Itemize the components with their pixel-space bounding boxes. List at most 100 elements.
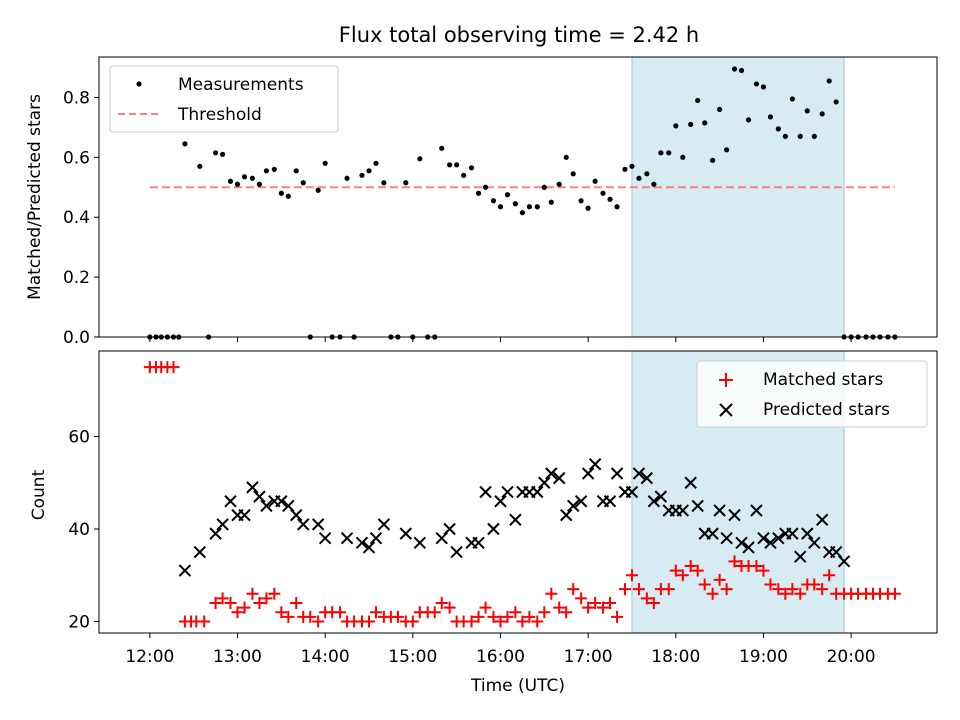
legend-predicted-label: Predicted stars (763, 400, 890, 420)
measurement-point (263, 168, 270, 174)
predicted-star-point (574, 495, 588, 508)
matched-star-point (786, 583, 799, 596)
matched-star-point (669, 564, 682, 577)
matched-star-point (750, 559, 763, 572)
matched-star-point (479, 601, 492, 614)
matched-star-point (443, 601, 456, 614)
predicted-star-point (691, 499, 704, 513)
measurement-point (666, 150, 672, 156)
measurement-point (592, 178, 598, 184)
measurement-point (241, 174, 248, 180)
matched-star-point (435, 596, 448, 609)
predicted-star-point (654, 490, 668, 503)
predicted-star-point (399, 527, 413, 540)
predicted-stars-points (178, 458, 851, 577)
matched-star-point (167, 361, 180, 374)
matched-star-point (772, 583, 785, 596)
matched-star-point (538, 606, 551, 619)
predicted-star-point (684, 476, 697, 489)
measurement-point (285, 193, 291, 199)
top-y-ticks: 0.0 0.2 0.4 0.6 0.8 (63, 88, 99, 348)
matched-star-point (304, 610, 317, 623)
measurement-point (359, 172, 365, 178)
predicted-star-point (443, 522, 456, 536)
matched-star-point (216, 592, 229, 605)
matched-star-point (553, 601, 566, 614)
top-panel: 0.0 0.2 0.4 0.6 0.8 Flux total observing tim… (25, 23, 938, 348)
matched-star-point (662, 583, 675, 596)
measurement-point (731, 66, 738, 72)
predicted-star-point (742, 541, 755, 554)
x-tick-label: 14:00 (301, 647, 350, 667)
measurement-point (629, 163, 635, 169)
measurement-point (366, 168, 372, 174)
top-y-axis-label: Matched/Predicted stars (25, 94, 45, 300)
predicted-star-point (246, 481, 259, 494)
predicted-star-point (837, 555, 851, 568)
predicted-star-point (531, 485, 544, 499)
predicted-star-point (772, 532, 785, 545)
measurement-point (439, 145, 445, 151)
measurement-point (344, 175, 350, 181)
bottom-y-tick-label: 20 (68, 612, 90, 632)
matched-star-point (198, 615, 211, 628)
legend-measurements-marker (136, 81, 142, 87)
matched-star-point (224, 596, 237, 609)
matched-star-point (209, 596, 222, 609)
measurement-point (497, 204, 504, 210)
measurement-point (417, 156, 423, 162)
matched-star-point (238, 601, 251, 614)
measurement-point (753, 81, 760, 87)
predicted-star-point (260, 499, 273, 513)
matched-star-point (501, 610, 514, 623)
matched-star-point (625, 569, 638, 582)
measurement-point (373, 160, 379, 166)
top-y-tick-label: 0.8 (63, 88, 90, 108)
predicted-star-point (450, 545, 463, 559)
predicted-star-point (377, 518, 391, 531)
measurement-point (490, 198, 497, 204)
predicted-star-point (238, 508, 251, 522)
measurement-point (658, 150, 664, 156)
predicted-star-point (494, 495, 507, 508)
matched-star-point (545, 587, 558, 600)
top-y-tick-label: 0.4 (63, 208, 90, 228)
matched-star-point (611, 610, 624, 623)
predicted-star-point (794, 550, 807, 563)
matched-star-point (808, 578, 821, 591)
matched-star-point (231, 606, 244, 619)
matched-star-point (406, 615, 419, 628)
measurement-point (197, 163, 203, 169)
measurement-point (585, 205, 591, 211)
predicted-star-point (764, 536, 777, 550)
bottom-legend-box (696, 360, 928, 428)
matched-star-point (582, 601, 595, 614)
measurement-point (556, 181, 562, 187)
predicted-star-point (487, 522, 500, 536)
measurement-point (461, 172, 467, 178)
matched-star-point (720, 583, 733, 596)
matched-star-point (647, 596, 660, 609)
measurement-point (468, 165, 475, 171)
matched-star-point (816, 583, 829, 596)
measurement-point (403, 180, 409, 186)
predicted-star-point (501, 485, 514, 499)
bottom-y-axis-label: Count (29, 469, 49, 520)
legend-matched-label: Matched stars (763, 370, 883, 390)
measurement-point (607, 196, 613, 202)
measurement-point (212, 150, 219, 156)
matched-star-point (779, 587, 792, 600)
measurement-point (278, 190, 284, 196)
matched-star-point (684, 559, 697, 572)
measurement-point (804, 108, 810, 114)
predicted-star-point (603, 495, 617, 508)
matched-star-point (523, 610, 536, 623)
measurement-point (636, 175, 642, 181)
predicted-star-point (713, 504, 726, 517)
measurement-point (234, 181, 241, 187)
predicted-star-point (216, 518, 229, 531)
measurement-point (322, 160, 328, 166)
measurement-point (833, 99, 839, 105)
x-tick-label: 12:00 (125, 647, 174, 667)
